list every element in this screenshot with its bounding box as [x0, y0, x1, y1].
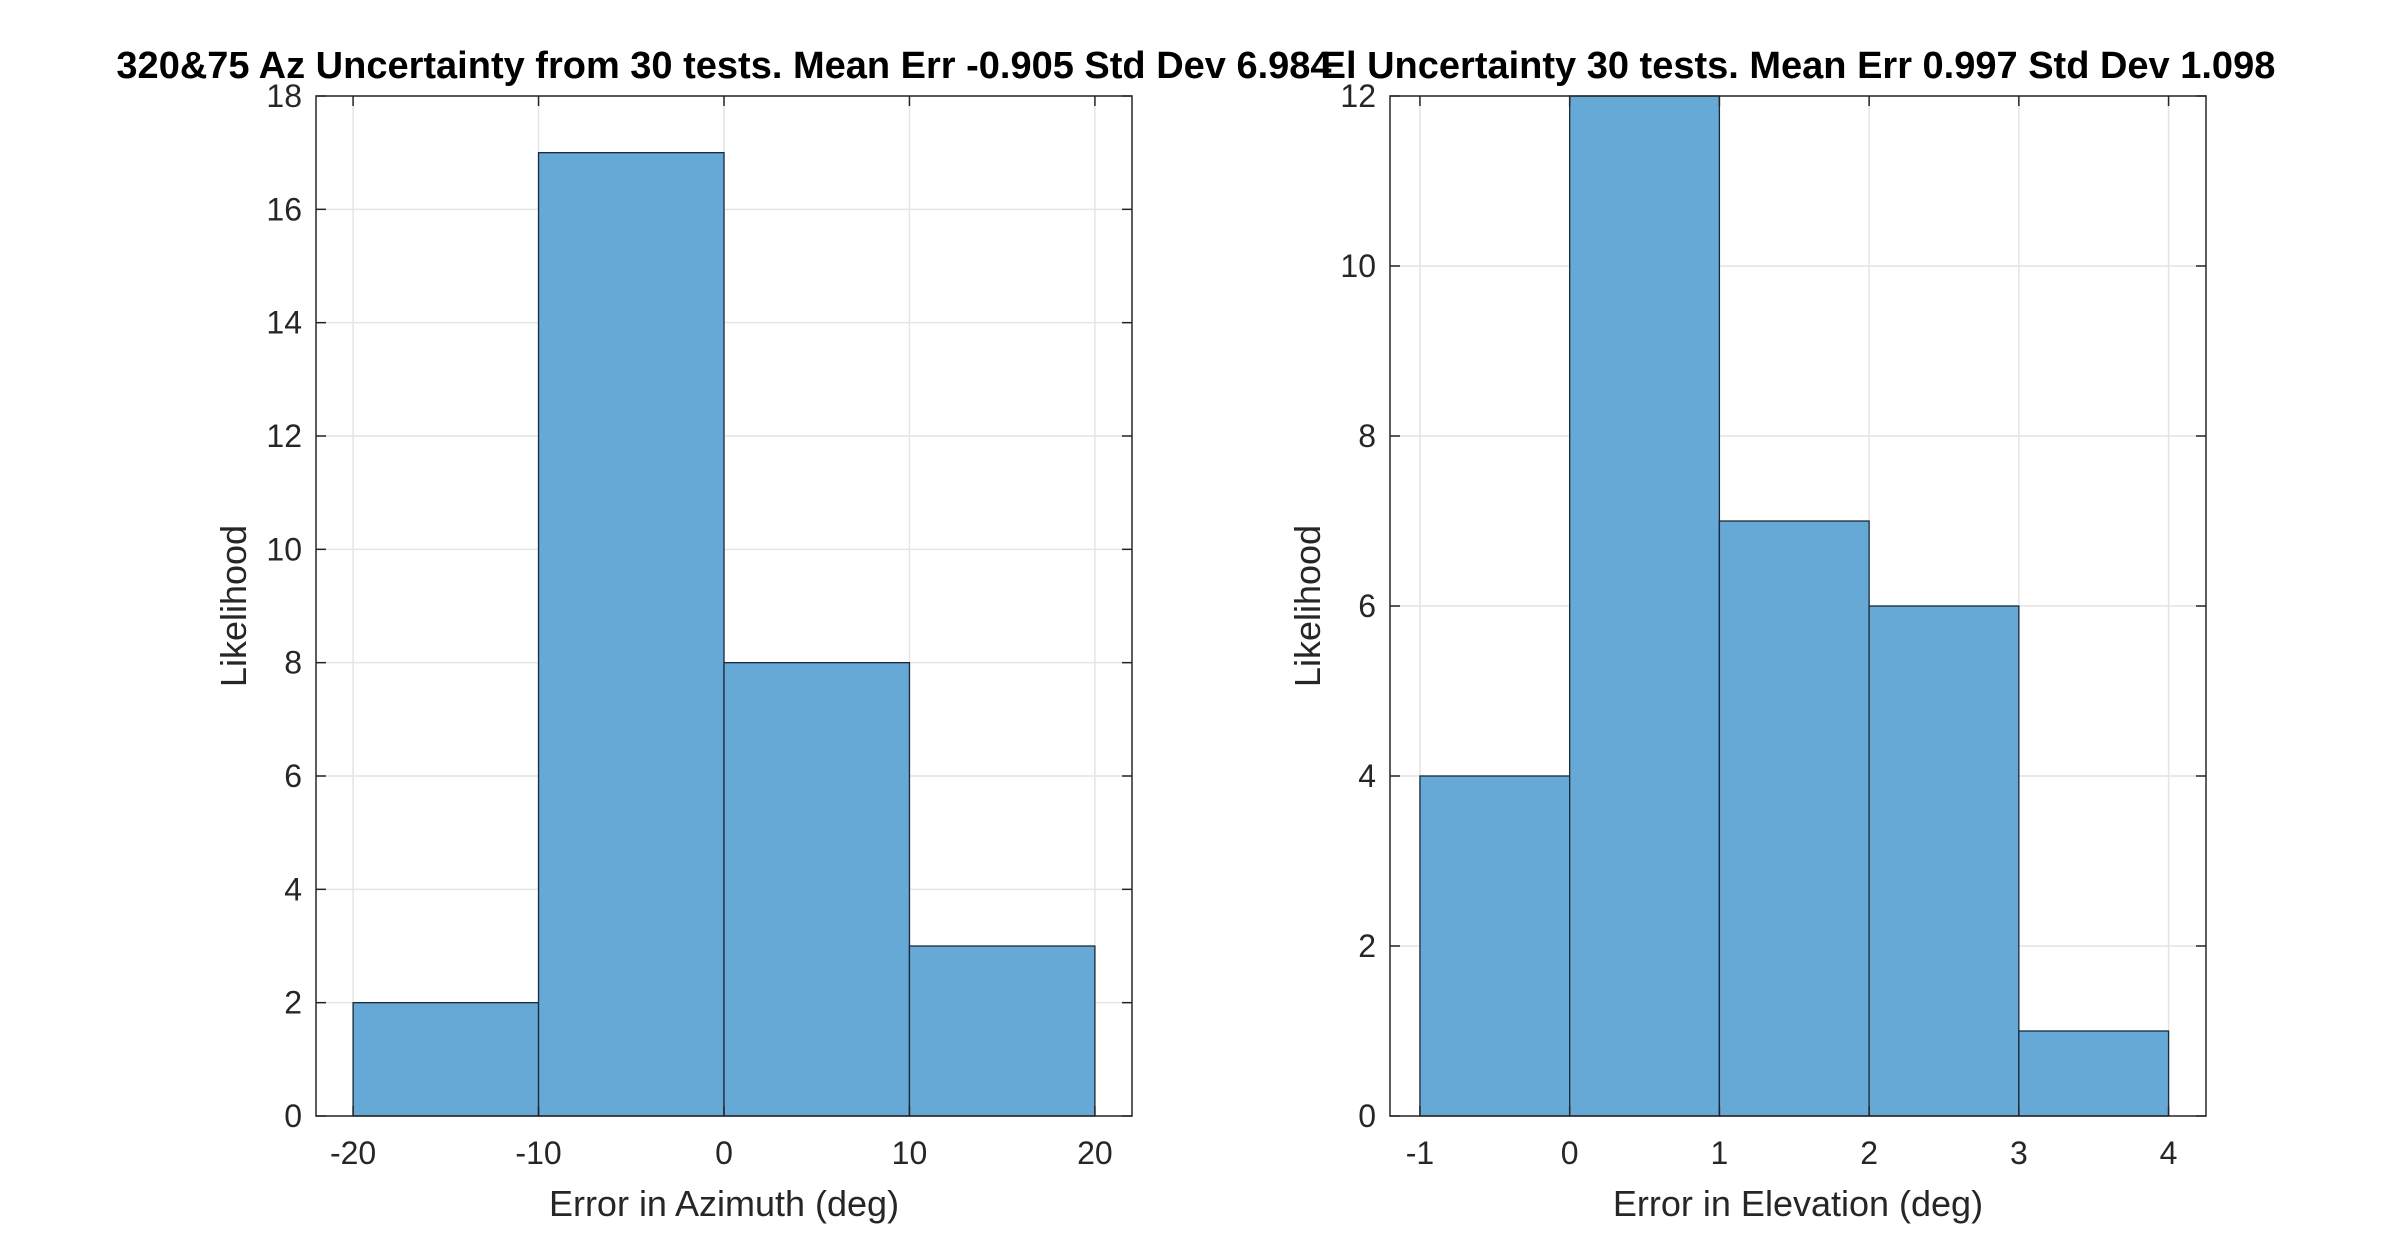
histogram-bar — [1718, 520, 1870, 1117]
y-tick-label: 10 — [1340, 248, 1376, 284]
azimuth-histogram: -20 -10 0 10 20 0 2 4 6 8 10 12 14 16 18 Error in Azimu… — [213, 78, 1133, 1224]
y-tick-label: 4 — [284, 871, 302, 907]
y-tick-label: 18 — [266, 78, 302, 114]
titles: 320&75 Az Uncertainty from 30 tests. Mea… — [116, 45, 2275, 87]
y-tick-label: 6 — [1358, 588, 1376, 624]
x-tick-label: 0 — [715, 1135, 733, 1171]
histogram-bar — [723, 662, 911, 1117]
x-axis-label: Error in Azimuth (deg) — [549, 1183, 899, 1224]
x-tick-label: 4 — [2160, 1135, 2178, 1171]
x-tick-label: 2 — [1860, 1135, 1878, 1171]
y-axis-label: Likelihood — [1287, 525, 1328, 687]
y-tick-label: 14 — [266, 305, 302, 341]
y-tick-label: 8 — [1358, 418, 1376, 454]
y-tick-label: 8 — [284, 645, 302, 681]
x-tick-label: 1 — [1710, 1135, 1728, 1171]
histogram-bar — [1569, 95, 1721, 1117]
x-axis-label: Error in Elevation (deg) — [1613, 1183, 1983, 1224]
histogram-bar — [537, 152, 725, 1117]
x-tick-label: 3 — [2010, 1135, 2028, 1171]
y-tick-label: 16 — [266, 191, 302, 227]
histogram-bar — [352, 1002, 540, 1117]
x-tick-label: 20 — [1077, 1135, 1113, 1171]
y-tick-label: 4 — [1358, 758, 1376, 794]
y-tick-label: 0 — [284, 1098, 302, 1134]
y-tick-label: 10 — [266, 531, 302, 567]
chart-title-elevation: El Uncertainty 30 tests. Mean Err 0.997 … — [1321, 45, 2276, 87]
y-tick-label: 2 — [284, 985, 302, 1021]
x-tick-label: 0 — [1561, 1135, 1579, 1171]
x-tick-label: -1 — [1406, 1135, 1434, 1171]
x-tick-label: -20 — [330, 1135, 376, 1171]
histogram-bar — [1419, 775, 1571, 1117]
x-tick-label: 10 — [892, 1135, 928, 1171]
histogram-bar — [1868, 605, 2020, 1117]
chart-title-azimuth: 320&75 Az Uncertainty from 30 tests. Mea… — [116, 45, 1331, 87]
histogram-bar — [908, 945, 1096, 1117]
x-tick-label: -10 — [515, 1135, 561, 1171]
y-tick-label: 6 — [284, 758, 302, 794]
y-tick-label: 0 — [1358, 1098, 1376, 1134]
y-axis-label: Likelihood — [213, 525, 254, 687]
y-tick-label: 12 — [1340, 78, 1376, 114]
y-tick-label: 12 — [266, 418, 302, 454]
y-tick-label: 2 — [1358, 928, 1376, 964]
histogram-bar — [2018, 1030, 2170, 1117]
